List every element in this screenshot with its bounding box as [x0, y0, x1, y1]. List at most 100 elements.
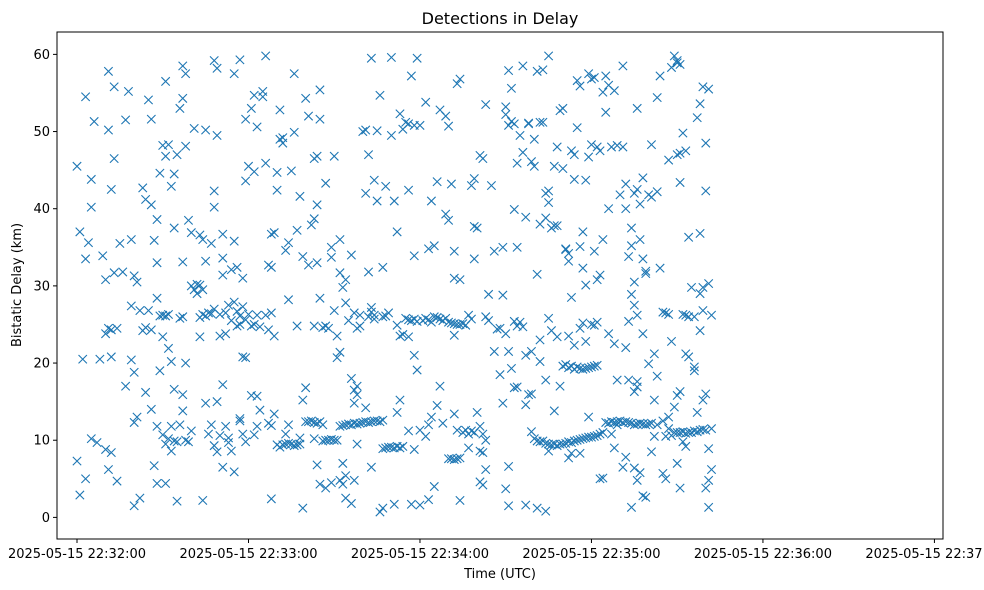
- detection-marker: [672, 390, 682, 401]
- detection-marker: [181, 358, 191, 368]
- detection-marker: [629, 277, 639, 287]
- detection-marker: [652, 93, 662, 103]
- detection-marker: [363, 150, 374, 160]
- detection-marker: [369, 310, 379, 320]
- detection-marker: [498, 398, 508, 408]
- detection-marker: [192, 289, 202, 299]
- detection-marker: [103, 125, 114, 135]
- detection-marker: [521, 212, 531, 222]
- detection-marker: [592, 275, 602, 285]
- detection-marker: [666, 336, 677, 347]
- detection-marker: [641, 492, 651, 502]
- detection-marker: [498, 242, 508, 252]
- detection-marker: [538, 117, 548, 127]
- detection-marker: [543, 313, 554, 323]
- detection-marker: [278, 133, 288, 143]
- detection-marker: [415, 120, 425, 130]
- detection-marker: [446, 179, 457, 189]
- detection-marker: [421, 431, 431, 441]
- detection-marker: [572, 435, 582, 445]
- detection-marker: [452, 79, 462, 89]
- detection-marker: [341, 275, 351, 285]
- detection-marker: [295, 191, 305, 201]
- detection-marker: [161, 439, 171, 449]
- detection-marker: [318, 420, 328, 430]
- detection-marker: [178, 61, 188, 71]
- detection-marker: [672, 55, 682, 66]
- detection-marker: [621, 417, 631, 427]
- detection-marker: [312, 418, 322, 428]
- detection-marker: [706, 310, 717, 320]
- detection-marker: [469, 221, 479, 232]
- detection-marker: [163, 140, 174, 150]
- detection-marker: [606, 429, 617, 439]
- detection-marker: [346, 373, 356, 384]
- detection-marker: [469, 254, 479, 264]
- detection-marker: [501, 102, 511, 112]
- detection-marker: [626, 223, 637, 233]
- detection-marker: [672, 458, 682, 468]
- detection-marker: [352, 439, 362, 449]
- plot-frame: [56, 31, 944, 540]
- detection-marker: [475, 446, 485, 456]
- detection-marker: [389, 499, 399, 509]
- detection-marker: [612, 140, 622, 151]
- detection-marker: [352, 381, 362, 391]
- detection-marker: [249, 319, 259, 330]
- detection-marker: [198, 309, 208, 320]
- detection-marker: [175, 420, 185, 430]
- detection-marker: [106, 325, 116, 335]
- detection-marker: [578, 318, 588, 328]
- detection-marker: [292, 321, 302, 331]
- detection-marker: [684, 352, 694, 362]
- detection-marker: [512, 242, 522, 252]
- detection-marker: [161, 151, 171, 161]
- detection-marker: [221, 329, 231, 339]
- detection-marker: [466, 180, 477, 191]
- detection-marker: [218, 380, 228, 390]
- detection-marker: [521, 500, 531, 510]
- detection-marker: [281, 429, 291, 439]
- detection-marker: [701, 389, 711, 399]
- detection-marker: [612, 420, 622, 430]
- detection-marker: [392, 407, 402, 418]
- detection-marker: [378, 262, 388, 272]
- detection-marker: [252, 122, 262, 132]
- detection-marker: [661, 308, 671, 318]
- detection-marker: [178, 93, 188, 103]
- detection-marker: [678, 437, 688, 447]
- detection-marker: [315, 85, 325, 95]
- detection-marker: [472, 223, 482, 233]
- detection-marker: [606, 142, 617, 152]
- detection-marker: [426, 317, 436, 327]
- detection-marker: [241, 353, 251, 363]
- detection-marker: [644, 419, 654, 429]
- detection-marker: [169, 436, 179, 446]
- detection-marker: [644, 359, 654, 369]
- detection-marker: [429, 312, 439, 322]
- detection-marker: [269, 331, 279, 341]
- detection-marker: [423, 495, 434, 505]
- detection-marker: [672, 150, 682, 160]
- detection-marker: [535, 335, 545, 345]
- detection-marker: [100, 275, 111, 285]
- detection-marker: [426, 196, 436, 206]
- detection-marker: [441, 313, 451, 323]
- detection-marker: [692, 427, 702, 437]
- x-tick-label: 2025-05-15 22:32:00: [8, 547, 146, 562]
- detection-marker: [441, 209, 451, 219]
- detection-marker: [252, 310, 262, 320]
- detection-marker: [423, 244, 434, 254]
- detection-marker: [315, 293, 325, 303]
- detection-marker: [109, 82, 119, 92]
- detection-marker: [289, 441, 299, 451]
- detection-marker: [266, 229, 276, 239]
- detection-marker: [252, 391, 262, 401]
- detection-marker: [706, 464, 717, 475]
- detection-marker: [106, 184, 116, 195]
- detection-marker: [478, 429, 488, 439]
- detection-marker: [429, 241, 439, 251]
- detection-marker: [301, 93, 311, 103]
- detection-marker: [118, 267, 128, 277]
- detection-marker: [695, 228, 705, 238]
